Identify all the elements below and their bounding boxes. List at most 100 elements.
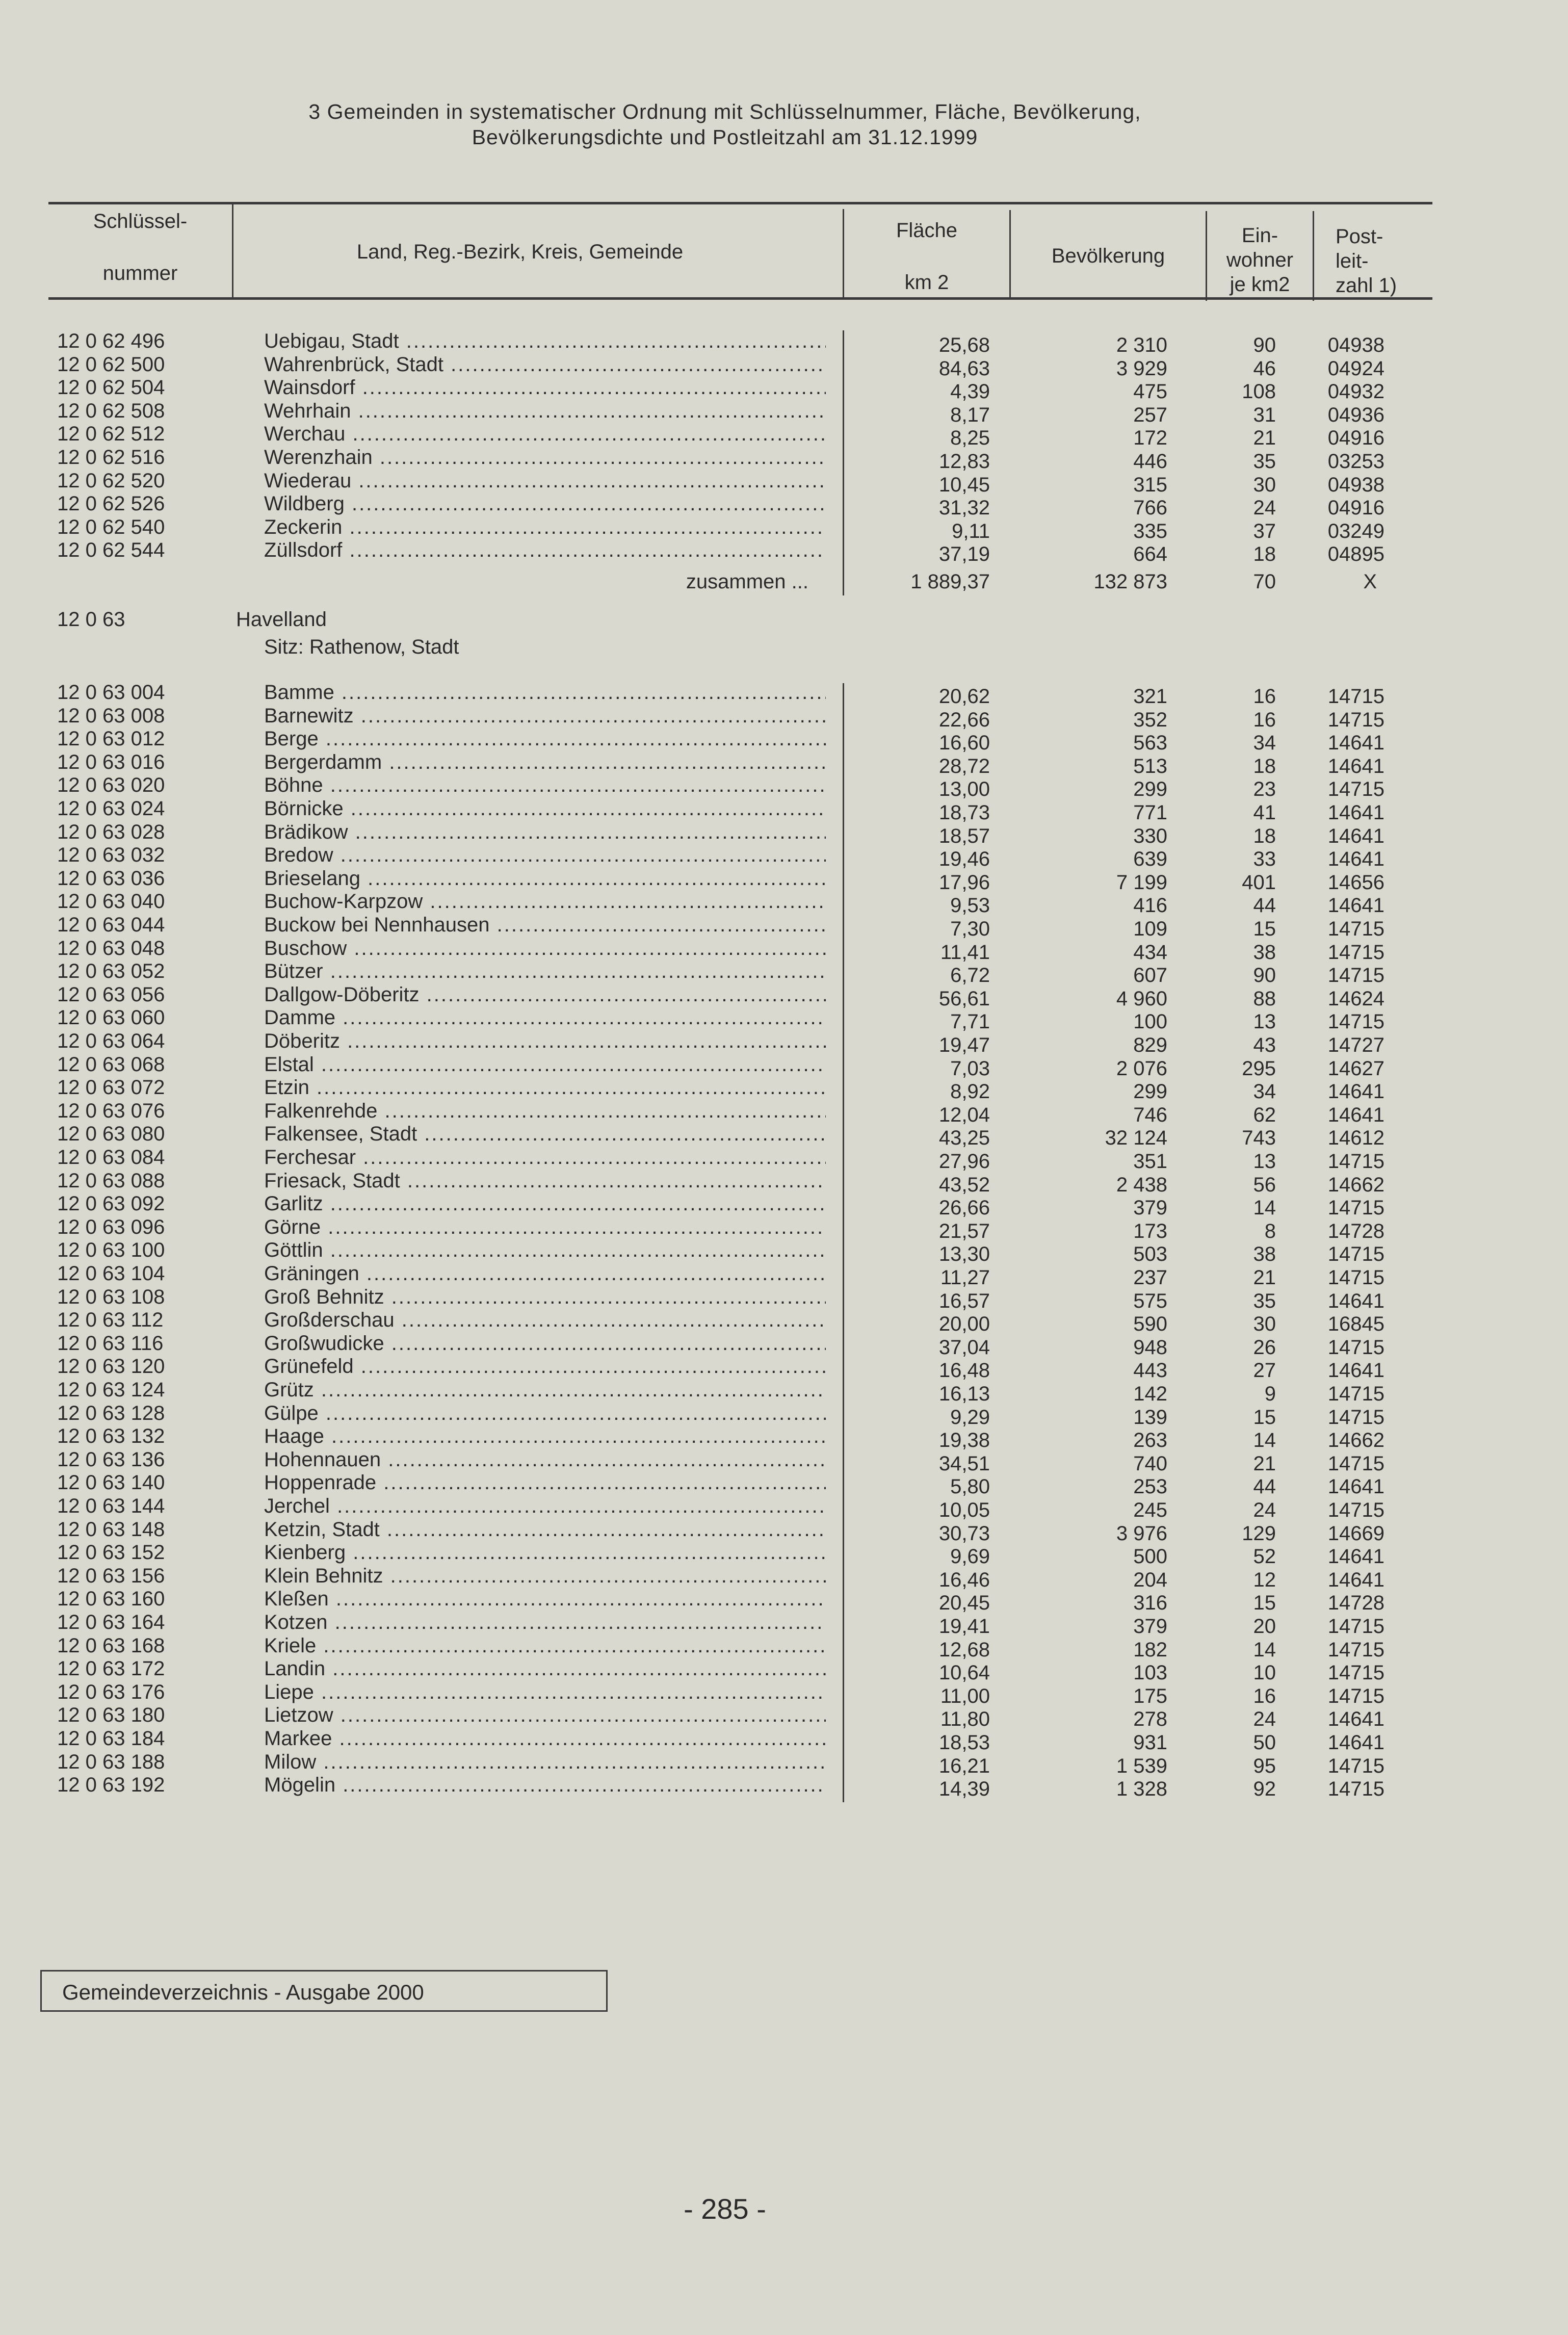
table-row: 12 0 63 180 Lietzow 11,80 278 24 14641	[0, 1703, 1568, 1730]
municipality-key: 12 0 63 060	[57, 1006, 165, 1029]
area-km2: 12,68	[938, 1638, 990, 1661]
population: 299	[1133, 778, 1167, 801]
municipality-name: Grütz	[264, 1378, 826, 1402]
page-number: - 285 -	[684, 2193, 766, 2225]
municipality-key: 12 0 63 116	[57, 1332, 164, 1355]
municipality-name: Hoppenrade	[264, 1471, 826, 1494]
population: 446	[1133, 450, 1167, 473]
municipality-key: 12 0 63 124	[57, 1379, 165, 1401]
municipality-key: 12 0 63 120	[57, 1355, 165, 1378]
population: 100	[1133, 1010, 1167, 1033]
density: 35	[1253, 450, 1276, 473]
density: 31	[1253, 403, 1276, 426]
municipality-name: Werchau	[264, 422, 826, 446]
postal-code: 14715	[1327, 1266, 1384, 1289]
municipality-key: 12 0 63 108	[57, 1285, 165, 1308]
table-row: 12 0 63 096 Görne 21,57 173 8 14728	[0, 1215, 1568, 1242]
postal-code: 04938	[1327, 334, 1384, 356]
area-km2: 16,21	[938, 1754, 990, 1777]
table-row: 12 0 63 140 Hoppenrade 5,80 253 44 14641	[0, 1471, 1568, 1498]
table-row: 12 0 63 068 Elstal 7,03 2 076 295 14627	[0, 1053, 1568, 1080]
municipality-name: Großwudicke	[264, 1332, 826, 1355]
table-row: 12 0 62 540 Zeckerin 9,11 335 37 03249	[0, 515, 1568, 542]
population: 4 960	[1116, 987, 1167, 1010]
postal-code: 14627	[1327, 1057, 1384, 1080]
postal-code: 04895	[1327, 543, 1384, 566]
municipality-key: 12 0 63 136	[57, 1448, 165, 1471]
municipality-key: 12 0 62 504	[57, 376, 165, 399]
header-area-line: km 2	[904, 271, 949, 294]
municipality-key: 12 0 63 192	[57, 1774, 165, 1797]
table-row: 12 0 62 512 Werchau 8,25 172 21 04916	[0, 422, 1568, 449]
municipality-name: Wehrhain	[264, 399, 826, 423]
area-km2: 9,11	[952, 520, 990, 542]
population: 335	[1133, 520, 1167, 542]
header-divider	[1206, 211, 1207, 301]
postal-code: 14641	[1327, 1731, 1384, 1754]
postal-code: 14728	[1327, 1220, 1384, 1242]
municipality-key: 12 0 62 526	[57, 492, 165, 515]
area-km2: 37,19	[938, 543, 990, 566]
postal-code: 14641	[1327, 1359, 1384, 1382]
municipality-name: Döberitz	[264, 1029, 826, 1053]
table-row: 12 0 63 168 Kriele 12,68 182 14 14715	[0, 1634, 1568, 1661]
density: 15	[1253, 1592, 1276, 1615]
header-population: Bevölkerung	[1051, 245, 1165, 267]
header-plz-line: Post-	[1336, 225, 1383, 248]
municipality-key: 12 0 63 068	[57, 1053, 165, 1076]
postal-code: 14728	[1327, 1592, 1384, 1615]
area-km2: 43,52	[938, 1173, 990, 1196]
postal-code: 04916	[1327, 497, 1384, 520]
population: 142	[1133, 1383, 1167, 1405]
municipality-key: 12 0 63 048	[57, 937, 165, 959]
density: 34	[1253, 732, 1276, 755]
municipality-key: 12 0 63 044	[57, 914, 165, 936]
municipality-key: 12 0 63 080	[57, 1123, 165, 1146]
municipality-name: Wildberg	[264, 492, 826, 515]
area-km2: 21,57	[938, 1220, 990, 1242]
area-km2: 16,13	[938, 1383, 990, 1405]
density: 37	[1253, 520, 1276, 542]
municipality-name: Friesack, Stadt	[264, 1169, 826, 1192]
postal-code: 14641	[1327, 1708, 1384, 1731]
density: 12	[1253, 1568, 1276, 1591]
municipality-key: 12 0 63 160	[57, 1588, 165, 1611]
density: 27	[1253, 1359, 1276, 1382]
municipality-name: Barnewitz	[264, 704, 826, 728]
municipality-key: 12 0 63 176	[57, 1680, 165, 1703]
density: 13	[1253, 1150, 1276, 1173]
kreis-key: 12 0 63	[57, 608, 125, 631]
column-separator	[843, 683, 844, 1802]
municipality-name: Mögelin	[264, 1773, 826, 1797]
municipality-name: Brieselang	[264, 867, 826, 890]
municipality-key: 12 0 62 508	[57, 399, 165, 422]
postal-code: 14715	[1327, 778, 1384, 801]
municipality-name: Elstal	[264, 1053, 826, 1076]
municipality-key: 12 0 63 184	[57, 1727, 165, 1750]
density: 129	[1242, 1522, 1276, 1545]
table-row: 12 0 63 008 Barnewitz 22,66 352 16 14715	[0, 704, 1568, 731]
municipality-name: Jerchel	[264, 1494, 826, 1518]
density: 16	[1253, 685, 1276, 708]
population: 503	[1133, 1243, 1167, 1266]
municipality-name: Lietzow	[264, 1703, 826, 1727]
header-key: Schlüssel- nummer	[51, 209, 229, 286]
postal-code: 14641	[1327, 1475, 1384, 1498]
density: 20	[1253, 1615, 1276, 1638]
municipality-key: 12 0 63 144	[57, 1495, 165, 1517]
area-km2: 18,73	[938, 801, 990, 824]
population: 3 929	[1116, 357, 1167, 380]
population: 182	[1133, 1638, 1167, 1661]
header-divider	[843, 209, 844, 299]
municipality-key: 12 0 62 540	[57, 515, 165, 538]
municipality-key: 12 0 63 096	[57, 1215, 165, 1238]
postal-code: 14612	[1327, 1127, 1384, 1150]
area-km2: 16,48	[938, 1359, 990, 1382]
table-row: 12 0 63 036 Brieselang 17,96 7 199 401 14656	[0, 867, 1568, 894]
municipality-key: 12 0 63 164	[57, 1611, 165, 1633]
density: 14	[1253, 1638, 1276, 1661]
population: 352	[1133, 708, 1167, 731]
postal-code: 14715	[1327, 708, 1384, 731]
population: 315	[1133, 473, 1167, 496]
header-density: Ein- wohner je km2	[1207, 223, 1313, 297]
